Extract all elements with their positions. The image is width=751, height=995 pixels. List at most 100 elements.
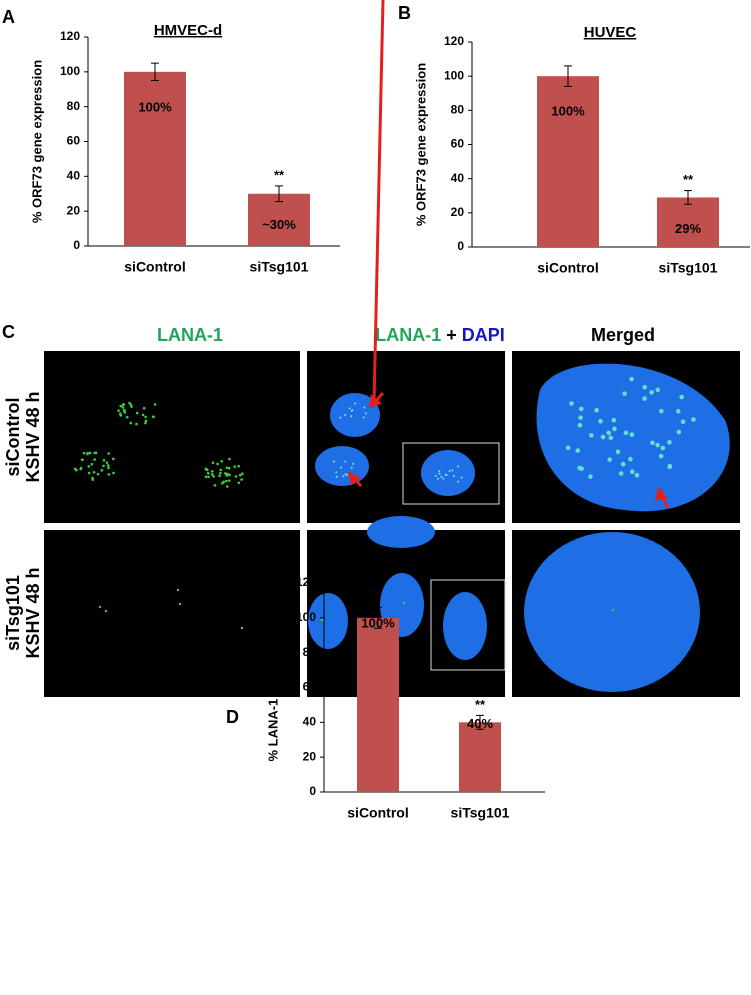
focus bbox=[658, 453, 664, 459]
focus bbox=[611, 417, 617, 423]
y-tick-label: 20 bbox=[67, 203, 81, 217]
focus bbox=[105, 461, 109, 464]
focus bbox=[575, 448, 581, 453]
focus bbox=[444, 473, 447, 476]
panel-letter: A bbox=[2, 7, 15, 27]
focus bbox=[240, 626, 244, 630]
bar bbox=[357, 617, 399, 792]
significance: ** bbox=[475, 697, 486, 712]
focus bbox=[352, 462, 355, 465]
focus bbox=[442, 477, 445, 480]
x-tick-label: siTsg101 bbox=[659, 260, 718, 276]
image bbox=[44, 351, 300, 523]
focus bbox=[220, 459, 224, 463]
row-label: siControl bbox=[3, 398, 23, 477]
focus bbox=[222, 480, 225, 484]
y-tick-label: 80 bbox=[303, 645, 317, 659]
column-header: LANA-1 + DAPI bbox=[375, 325, 505, 345]
inset-box bbox=[402, 442, 500, 505]
focus bbox=[607, 457, 612, 462]
focus bbox=[104, 609, 108, 613]
arrow-head bbox=[369, 394, 382, 409]
focus bbox=[240, 478, 243, 481]
focus bbox=[618, 471, 624, 476]
focus bbox=[211, 461, 215, 465]
focus bbox=[216, 462, 219, 466]
bar bbox=[459, 722, 501, 792]
y-tick-label: 40 bbox=[451, 171, 465, 185]
focus bbox=[144, 419, 148, 423]
y-tick-label: 0 bbox=[309, 784, 316, 798]
focus bbox=[598, 418, 603, 424]
focus bbox=[119, 414, 123, 417]
focus bbox=[129, 421, 133, 425]
focus bbox=[152, 415, 155, 419]
focus bbox=[335, 475, 338, 478]
focus bbox=[228, 457, 231, 461]
focus bbox=[649, 390, 654, 395]
x-tick-label: siControl bbox=[347, 805, 408, 821]
focus bbox=[659, 408, 664, 414]
focus bbox=[594, 407, 599, 413]
focus bbox=[642, 396, 647, 401]
focus bbox=[87, 465, 91, 468]
x-tick-label: siControl bbox=[537, 260, 598, 276]
focus bbox=[629, 432, 635, 437]
value-label: ~30% bbox=[262, 217, 296, 232]
focus bbox=[212, 475, 215, 478]
arrows bbox=[347, 0, 670, 509]
significance: ** bbox=[274, 167, 285, 182]
y-axis-label: % ORF73 gene expression bbox=[413, 63, 428, 226]
focus bbox=[600, 434, 606, 440]
nucleus bbox=[308, 593, 348, 649]
focus bbox=[225, 479, 228, 483]
focus bbox=[335, 471, 338, 474]
y-tick-label: 60 bbox=[303, 680, 317, 694]
focus bbox=[655, 442, 660, 448]
focus bbox=[102, 464, 105, 468]
focus bbox=[88, 451, 92, 455]
focus bbox=[93, 458, 96, 461]
focus bbox=[448, 470, 451, 473]
focus bbox=[680, 419, 686, 425]
focus bbox=[142, 406, 146, 410]
focus bbox=[111, 457, 115, 461]
focus bbox=[676, 408, 681, 414]
focus bbox=[90, 462, 94, 466]
focus bbox=[117, 409, 120, 412]
row-label: siTsg101 bbox=[3, 575, 23, 651]
y-tick-label: 0 bbox=[457, 239, 464, 253]
focus bbox=[218, 474, 221, 478]
focus bbox=[219, 471, 222, 475]
focus bbox=[125, 415, 129, 419]
focus bbox=[207, 475, 210, 479]
focus bbox=[623, 430, 629, 436]
focus bbox=[204, 467, 208, 471]
focus bbox=[676, 429, 682, 435]
focus bbox=[578, 415, 583, 420]
y-tick-label: 0 bbox=[73, 238, 80, 252]
focus bbox=[93, 451, 97, 455]
focus bbox=[350, 415, 353, 418]
focus bbox=[579, 466, 584, 471]
x-tick-label: siTsg101 bbox=[250, 259, 309, 275]
nucleus bbox=[315, 446, 369, 486]
focus bbox=[438, 470, 441, 473]
nucleus bbox=[524, 532, 700, 692]
y-axis-label: % LANA-1 positive cells bbox=[265, 613, 280, 761]
y-tick-label: 100 bbox=[60, 64, 80, 78]
bar bbox=[248, 193, 310, 246]
focus bbox=[615, 449, 621, 455]
focus bbox=[107, 473, 111, 476]
focus bbox=[569, 401, 574, 406]
focus bbox=[102, 459, 106, 462]
microscopy-panel: C LANA-1 LANA-1 + DAPI Merged siControl … bbox=[2, 0, 740, 697]
arrow-head bbox=[347, 471, 361, 486]
significance: ** bbox=[683, 172, 694, 187]
value-label: 100% bbox=[138, 99, 172, 114]
y-tick-label: 40 bbox=[67, 169, 81, 183]
focus bbox=[226, 472, 229, 476]
focus bbox=[98, 605, 102, 609]
focus bbox=[460, 476, 463, 479]
